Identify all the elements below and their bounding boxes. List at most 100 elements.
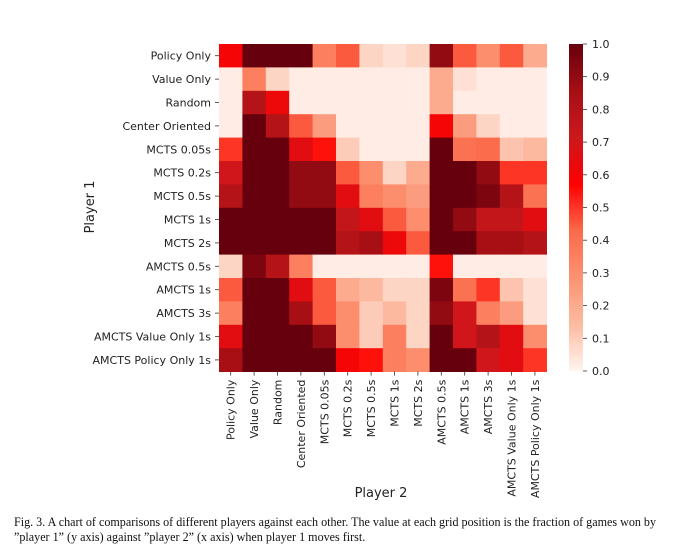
heatmap-cell [476, 301, 501, 326]
row-label: MCTS 0.05s [146, 143, 211, 156]
heatmap-cell [476, 90, 501, 115]
row-label: Random [165, 97, 211, 110]
heatmap-cell [476, 348, 501, 372]
heatmap-cell [429, 301, 454, 326]
heatmap-cell [219, 161, 243, 185]
heatmap-cell [336, 161, 360, 185]
colorbar-tick-label: 0.4 [592, 234, 610, 247]
heatmap-cell [429, 207, 454, 232]
heatmap-cell [476, 207, 501, 232]
heatmap-cell [289, 90, 313, 115]
heatmap-cell [312, 301, 337, 326]
heatmap-cell [523, 301, 547, 326]
heatmap-cell [336, 301, 360, 326]
heatmap-cell [382, 254, 407, 279]
heatmap-cell [265, 301, 290, 326]
heatmap-cell [336, 137, 360, 162]
column-label: MCTS 0.05s [318, 379, 331, 444]
row-label: AMCTS 0.5s [146, 260, 211, 273]
heatmap-cell [499, 254, 524, 279]
heatmap-cell [429, 67, 454, 92]
heatmap-cell [359, 114, 384, 138]
heatmap-cell [265, 278, 290, 302]
heatmap-cell [429, 231, 454, 255]
heatmap-cell [242, 348, 267, 372]
heatmap-cell [359, 161, 384, 185]
heatmap-cell [499, 67, 524, 92]
colorbar-tick-label: 1.0 [592, 38, 610, 51]
heatmap-cell [523, 90, 547, 115]
heatmap-cell [219, 114, 243, 138]
heatmap-cell [499, 324, 524, 349]
heatmap-cell [312, 184, 337, 209]
heatmap-cell [429, 114, 454, 138]
heatmap-cell [382, 324, 407, 349]
heatmap-cell [429, 348, 454, 372]
heatmap-cell [429, 254, 454, 279]
heatmap-cell [219, 90, 243, 115]
caption-line-1: Fig. 3. A chart of comparisons of differ… [14, 515, 657, 529]
heatmap-cell [406, 231, 430, 255]
heatmap-cell [359, 67, 384, 92]
heatmap-cell [499, 90, 524, 115]
figure-caption: Fig. 3. A chart of comparisons of differ… [14, 515, 679, 545]
heatmap-cell [429, 184, 454, 209]
heatmap-cell [265, 114, 290, 138]
heatmap-cell [336, 207, 360, 232]
heatmap-cell [359, 137, 384, 162]
heatmap-cell [499, 161, 524, 185]
heatmap-cell [312, 67, 337, 92]
column-label: AMCTS 1s [459, 379, 472, 434]
heatmap-cell [523, 254, 547, 279]
heatmap-cell [219, 184, 243, 209]
heatmap-cell [476, 324, 501, 349]
heatmap-cell [406, 67, 430, 92]
heatmap-cell [242, 67, 267, 92]
heatmap-cell [523, 278, 547, 302]
heatmap-cell [453, 137, 477, 162]
heatmap-cell [312, 90, 337, 115]
colorbar [569, 44, 583, 371]
heatmap-cell [312, 278, 337, 302]
heatmap-cell [312, 44, 337, 68]
heatmap-cell [406, 324, 430, 349]
heatmap-cell [523, 207, 547, 232]
column-label: Value Only [248, 379, 261, 438]
colorbar-tick-label: 0.2 [592, 300, 610, 313]
heatmap-cell [242, 137, 267, 162]
heatmap-cell [242, 44, 267, 68]
heatmap-cell [265, 348, 290, 372]
heatmap-cell [336, 90, 360, 115]
heatmap-cell [406, 44, 430, 68]
heatmap-cell [359, 324, 384, 349]
row-label: AMCTS Value Only 1s [94, 331, 211, 344]
heatmap-cell [499, 278, 524, 302]
column-label: AMCTS 0.5s [435, 379, 448, 444]
row-label: MCTS 0.5s [153, 190, 211, 203]
column-label: AMCTS 3s [482, 379, 495, 434]
heatmap-cell [359, 254, 384, 279]
column-label: AMCTS Value Only 1s [506, 379, 519, 496]
heatmap-cell [312, 231, 337, 255]
heatmap-cell [429, 278, 454, 302]
x-axis-label: Player 2 [355, 486, 408, 501]
heatmap-cell [265, 324, 290, 349]
heatmap-cell [336, 324, 360, 349]
heatmap-cell [406, 184, 430, 209]
heatmap-cell [336, 44, 360, 68]
colorbar-tick-label: 0.8 [592, 103, 610, 116]
y-axis-label: Player 1 [83, 181, 98, 234]
heatmap-cell [476, 67, 501, 92]
heatmap-cells [219, 44, 547, 372]
heatmap-cell [429, 90, 454, 115]
column-label: MCTS 0.2s [342, 379, 355, 437]
heatmap-cell [242, 324, 267, 349]
heatmap-cell [382, 114, 407, 138]
heatmap-cell [219, 67, 243, 92]
heatmap-cell [359, 301, 384, 326]
heatmap-cell [289, 44, 313, 68]
heatmap-cell [499, 348, 524, 372]
heatmap-cell [289, 324, 313, 349]
heatmap-cell [453, 254, 477, 279]
heatmap-cell [476, 161, 501, 185]
